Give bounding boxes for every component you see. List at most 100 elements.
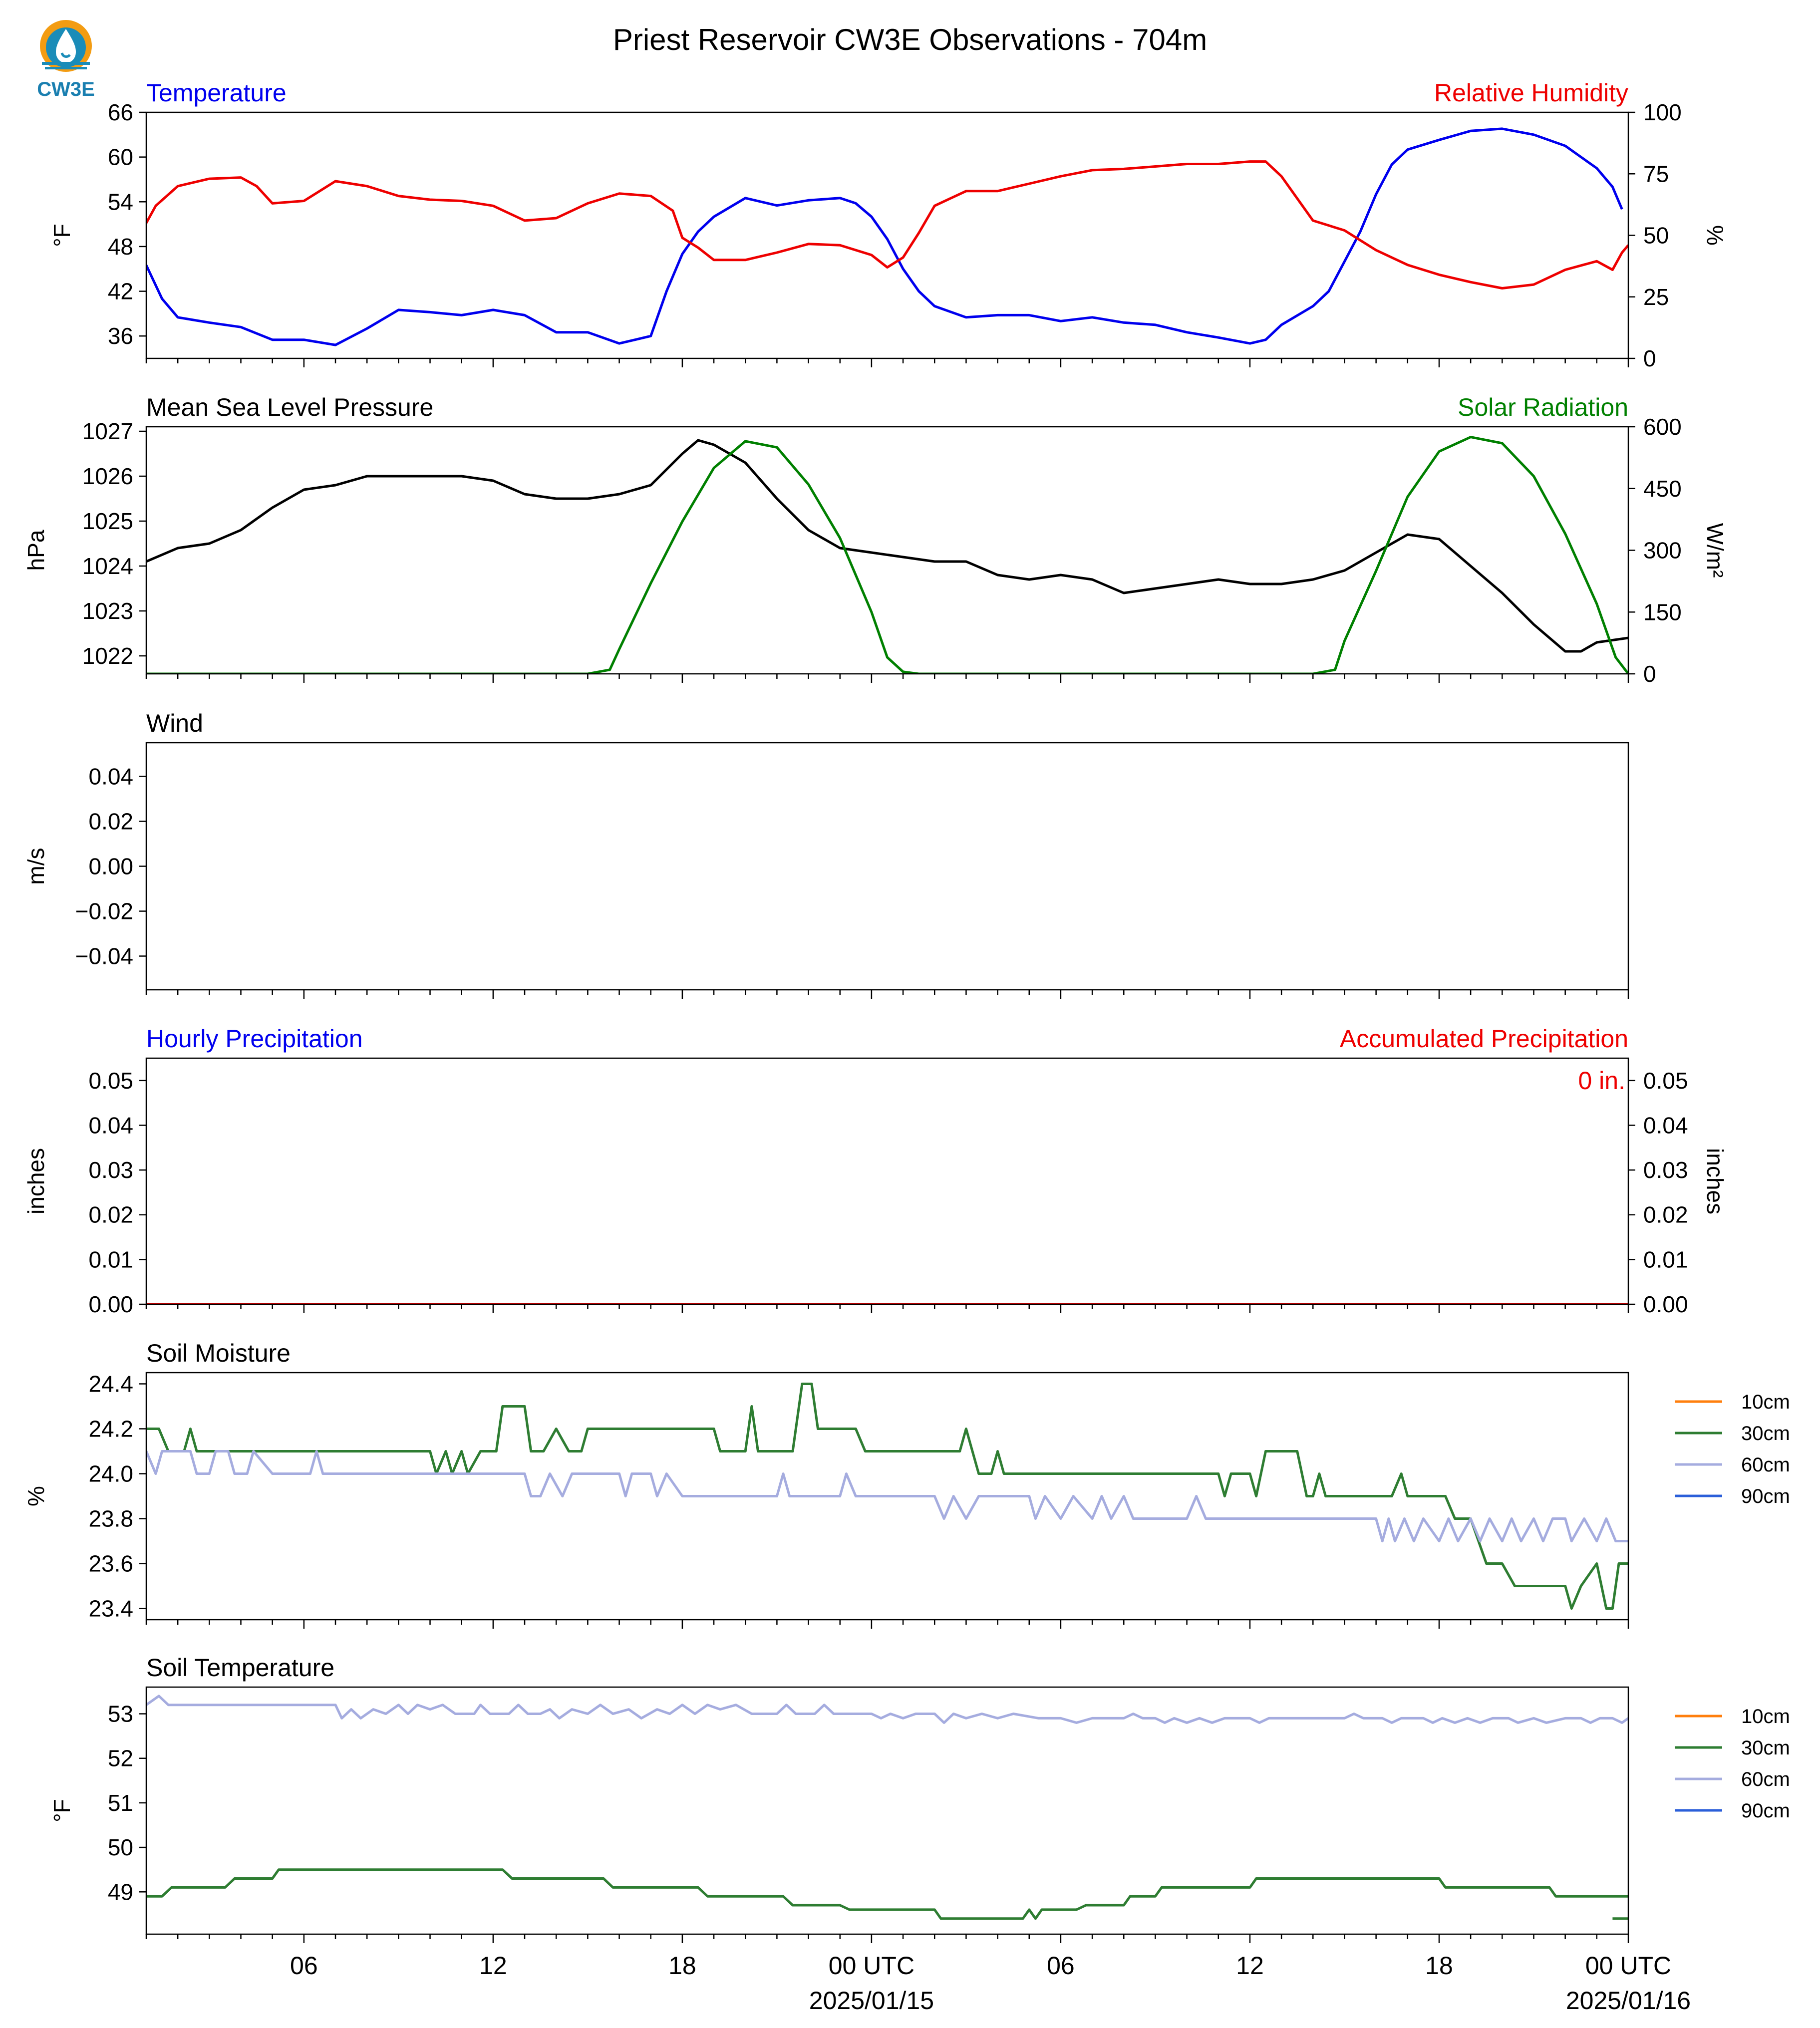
y-left-tick-label: 1025 — [82, 508, 133, 534]
panel-wind: −0.04 −0.02 0.00 0.02 0.04 Wind m/s — [23, 709, 1629, 999]
y-left-tick-label: 0.03 — [88, 1157, 133, 1183]
plot-frame — [145, 426, 1629, 675]
y-left-tick-label: 0.02 — [88, 1202, 133, 1228]
y-left-tick-label: 0.01 — [88, 1246, 133, 1272]
y-left-tick-label: 0.05 — [88, 1068, 133, 1094]
panel-title-right: Accumulated Precipitation — [1340, 1025, 1628, 1053]
panel-precip: 0.00 0.01 0.02 0.03 0.04 0.05 0.00 0.01 0.02 0.03… — [23, 1025, 1728, 1317]
y-left-tick-label: 53 — [108, 1701, 133, 1727]
panel-title-left: Soil Temperature — [146, 1654, 334, 1682]
x-tick-label: 18 — [1425, 1952, 1453, 1980]
panel-title-left: Hourly Precipitation — [146, 1025, 363, 1053]
series-group — [146, 127, 1628, 346]
y-right-tick-label: 0.05 — [1643, 1068, 1688, 1094]
logo-text: CW3E — [37, 78, 95, 100]
legend: 10cm 30cm 60cm 90cm — [1675, 1706, 1790, 1822]
y-left-tick-label: 51 — [108, 1790, 133, 1816]
x-tick-label: 18 — [668, 1952, 696, 1980]
y-left-tick-label: −0.02 — [75, 898, 133, 924]
plot-frame — [145, 1057, 1629, 1305]
y-left-axis-label: inches — [23, 1148, 49, 1214]
legend-label-30cm: 30cm — [1741, 1423, 1790, 1445]
y-right-tick-label: 100 — [1643, 99, 1682, 125]
y-left-tick-label: 60 — [108, 144, 133, 170]
panel-soil_moisture: 23.4 23.6 23.8 24.0 24.2 24.4 Soil Moisture% 10… — [23, 1339, 1790, 1629]
y-right-tick-label: 300 — [1643, 538, 1682, 564]
y-right-tick-label: 0.01 — [1643, 1246, 1688, 1272]
y-right-axis-label: % — [1702, 225, 1728, 246]
y-left-axis-label: °F — [49, 1799, 75, 1822]
x-tick-label: 06 — [1047, 1952, 1075, 1980]
panel-pressure_solar: 1022 1023 1024 1025 1026 1027 0 150 300 450 600 Mea… — [23, 393, 1728, 687]
legend: 10cm 30cm 60cm 90cm — [1675, 1391, 1790, 1507]
x-tick-label: 06 — [290, 1952, 318, 1980]
series-group — [146, 1383, 1628, 1610]
legend-label-90cm: 90cm — [1741, 1485, 1790, 1507]
y-right-tick-label: 150 — [1643, 599, 1682, 625]
y-right-axis-label: inches — [1702, 1148, 1728, 1214]
plot-frame — [145, 1686, 1629, 1935]
y-right-tick-label: 50 — [1643, 223, 1669, 249]
plot-frame — [145, 111, 1629, 359]
panel-title-left: Wind — [146, 709, 203, 737]
x-tick-label: 12 — [479, 1952, 507, 1980]
y-right-tick-label: 0.04 — [1643, 1112, 1688, 1138]
y-left-tick-label: 52 — [108, 1745, 133, 1771]
y-right-tick-label: 0 — [1643, 345, 1656, 371]
x-tick-date-label: 2025/01/16 — [1566, 1987, 1691, 2015]
x-tick-label: 00 UTC — [829, 1952, 914, 1980]
y-right-tick-label: 75 — [1643, 161, 1669, 187]
y-right-tick-label: 0.02 — [1643, 1202, 1688, 1228]
figure-title: Priest Reservoir CW3E Observations - 704… — [613, 23, 1207, 56]
y-left-tick-label: 42 — [108, 279, 133, 304]
series-group — [146, 436, 1628, 674]
panel-title-right: Relative Humidity — [1434, 79, 1628, 107]
y-left-tick-label: 66 — [108, 99, 133, 125]
series-line-mean-sea-level-pressure — [146, 439, 1628, 653]
panel-title-left: Soil Moisture — [146, 1339, 291, 1367]
series-line-60cm — [146, 1695, 1628, 1724]
y-left-tick-label: 54 — [108, 189, 133, 215]
y-left-tick-label: 0.00 — [88, 1291, 133, 1317]
y-right-tick-label: 0.03 — [1643, 1157, 1688, 1183]
y-left-tick-label: 23.4 — [88, 1596, 133, 1622]
y-left-tick-label: 1026 — [82, 463, 133, 489]
y-left-axis-label: °F — [49, 224, 75, 247]
y-left-tick-label: 0.00 — [88, 854, 133, 879]
y-left-axis-label: % — [23, 1486, 49, 1506]
y-left-tick-label: 0.02 — [88, 809, 133, 835]
y-left-tick-label: −0.04 — [75, 943, 133, 969]
legend-label-10cm: 10cm — [1741, 1706, 1790, 1728]
y-right-tick-label: 450 — [1643, 476, 1682, 502]
y-left-tick-label: 0.04 — [88, 764, 133, 790]
y-left-tick-label: 23.8 — [88, 1506, 133, 1532]
x-tick-label: 12 — [1236, 1952, 1264, 1980]
series-group — [146, 1695, 1628, 1920]
y-right-axis-label: W/m² — [1702, 523, 1728, 578]
plot-frame — [145, 1372, 1629, 1621]
panel-title-right: Solar Radiation — [1458, 393, 1628, 421]
panel-temp_rh: 36 42 48 54 60 66 0 25 50 75 100 Temperature Relativ… — [49, 79, 1728, 371]
y-left-axis-label: m/s — [23, 848, 49, 884]
y-left-tick-label: 1027 — [82, 418, 133, 444]
chart-panels: 36 42 48 54 60 66 0 25 50 75 100 Temperature Relativ… — [23, 79, 1790, 2015]
plot-frame — [145, 742, 1629, 991]
series-line-solar-radiation — [146, 436, 1628, 674]
y-right-tick-label: 25 — [1643, 284, 1669, 310]
panel-soil_temperature: 49 50 51 52 53 Soil Temperature °F 10cm 30cm 60cm… — [49, 1654, 1790, 2015]
y-left-tick-label: 1023 — [82, 598, 133, 624]
legend-label-10cm: 10cm — [1741, 1391, 1790, 1413]
series-line-relative-humidity — [146, 160, 1628, 290]
y-left-tick-label: 1022 — [82, 643, 133, 669]
cw3e-drop-logo-icon — [40, 20, 92, 72]
y-left-tick-label: 23.6 — [88, 1551, 133, 1577]
cw3e-logo: CW3E — [37, 20, 95, 100]
legend-label-60cm: 60cm — [1741, 1768, 1790, 1790]
series-line-60cm — [146, 1450, 1628, 1542]
y-left-tick-label: 24.0 — [88, 1461, 133, 1487]
accumulated-total-annotation: 0 in. — [1578, 1067, 1625, 1095]
panel-title-left: Temperature — [146, 79, 287, 107]
y-left-tick-label: 48 — [108, 234, 133, 260]
legend-label-30cm: 30cm — [1741, 1737, 1790, 1759]
